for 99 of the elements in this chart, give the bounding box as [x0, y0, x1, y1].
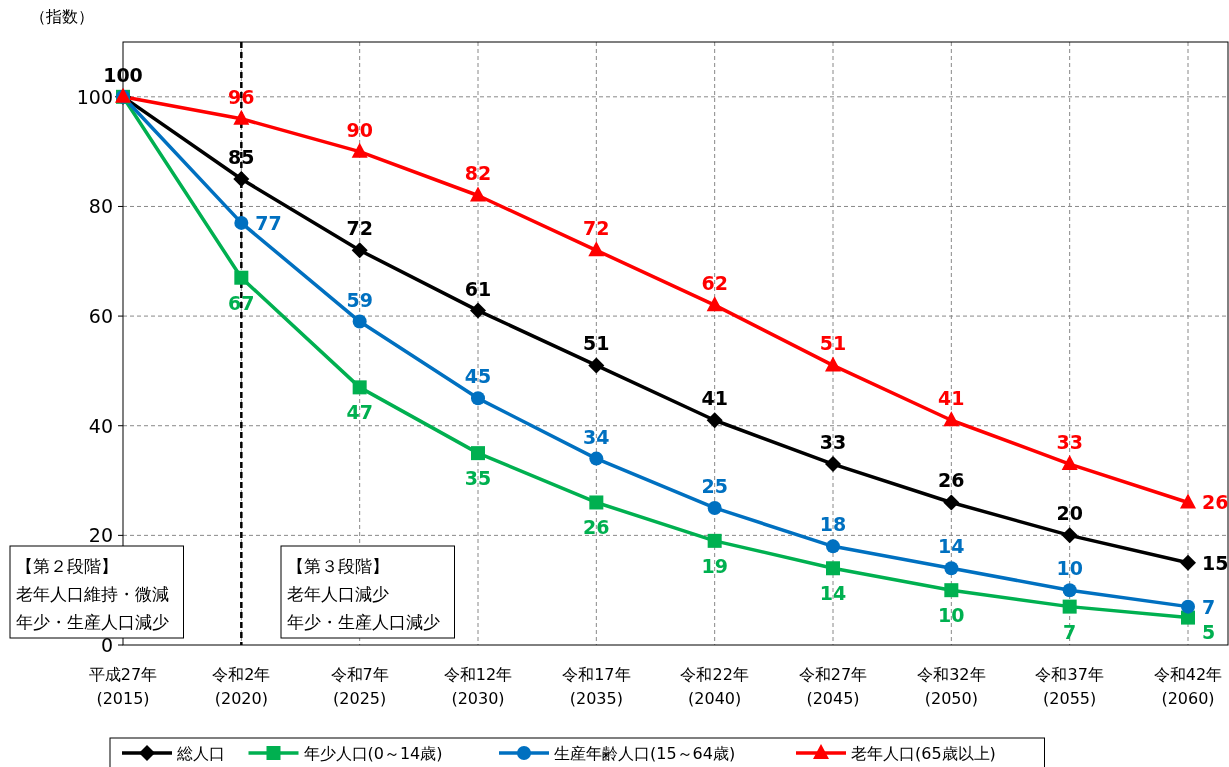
data-label: 18 — [819, 513, 847, 536]
point — [825, 356, 841, 372]
point — [470, 186, 486, 202]
data-label: 72 — [583, 217, 610, 240]
point — [588, 241, 605, 257]
data-label: 72 — [346, 217, 373, 240]
x-tick-label: 令和32年 (2050) — [917, 665, 986, 708]
data-label: 96 — [228, 85, 255, 108]
x-tick-label: 令和7年 (2025) — [330, 665, 389, 708]
legend-label: 生産年齢人口(15～64歳) — [554, 744, 736, 763]
point — [825, 456, 841, 473]
point — [589, 495, 604, 510]
point — [471, 446, 485, 461]
data-label: 62 — [701, 272, 728, 295]
data-label: 5 — [1202, 620, 1216, 643]
data-label: 33 — [819, 431, 847, 454]
data-label: 35 — [464, 467, 492, 490]
y-tick-label: 80 — [88, 195, 113, 218]
data-label: 26 — [938, 469, 965, 492]
data-label: 7 — [1202, 595, 1216, 618]
data-label: 26 — [1202, 491, 1229, 514]
data-label: 14 — [938, 535, 965, 558]
point — [706, 412, 723, 429]
data-label: 19 — [701, 554, 728, 577]
data-label: 15 — [1202, 551, 1229, 574]
point — [944, 561, 959, 576]
point — [589, 451, 604, 466]
point — [352, 380, 367, 395]
legend-label: 老年人口(65歳以上) — [851, 744, 996, 763]
data-label: 41 — [701, 387, 728, 410]
data-label: 25 — [701, 474, 728, 497]
point — [1062, 583, 1077, 598]
point — [352, 314, 367, 329]
annotation: 年少・生産人口減少 — [287, 612, 440, 632]
y-tick-label: 40 — [88, 414, 113, 437]
data-label: 67 — [228, 291, 255, 314]
point — [826, 561, 840, 576]
point — [1062, 599, 1077, 614]
data-label: 41 — [938, 387, 965, 410]
point — [1181, 599, 1195, 614]
point — [706, 296, 723, 312]
point — [233, 109, 250, 125]
data-label: 51 — [819, 332, 847, 355]
point — [943, 411, 960, 427]
data-label: 90 — [346, 118, 373, 141]
data-label: 51 — [583, 332, 610, 355]
data-label: 100 — [103, 63, 143, 86]
point — [944, 583, 959, 598]
data-label: 20 — [1056, 502, 1083, 525]
x-tick-label: 令和37年 (2055) — [1035, 665, 1104, 708]
y-tick-label: 20 — [88, 524, 113, 547]
annotation: 【第３段階】 — [287, 556, 389, 576]
point — [1061, 527, 1078, 544]
point — [234, 215, 249, 230]
data-label: 77 — [255, 211, 282, 234]
x-tick-label: 令和12年 (2030) — [443, 665, 513, 708]
data-label: 14 — [819, 582, 847, 605]
legend-label: 総人口 — [176, 744, 225, 763]
data-label: 10 — [1056, 557, 1083, 580]
annotation: 年少・生産人口減少 — [16, 612, 169, 632]
text: 【第２段階】 — [16, 556, 118, 576]
point — [707, 500, 722, 515]
point — [1180, 493, 1196, 509]
x-tick-label: 令和27年 (2045) — [798, 665, 868, 708]
point — [1061, 455, 1078, 471]
y-axis-title: （指数） — [30, 7, 94, 26]
data-label: 59 — [346, 288, 373, 311]
point — [234, 270, 249, 285]
data-label: 7 — [1063, 620, 1077, 643]
point — [943, 494, 960, 511]
annotation: 老年人口減少 — [287, 584, 389, 604]
y-tick-label: 0 — [100, 634, 113, 656]
x-tick-label: 令和22年 (2040) — [680, 665, 749, 708]
point — [351, 242, 368, 259]
data-label: 26 — [583, 516, 610, 539]
data-label: 82 — [464, 162, 492, 185]
point — [233, 171, 250, 188]
point — [826, 539, 840, 554]
point — [707, 533, 722, 548]
data-label: 85 — [228, 146, 255, 169]
annotation: 老年人口維持・微減 — [16, 584, 169, 604]
point — [1180, 554, 1196, 571]
legend-label: 年少人口(0～14歳) — [303, 744, 443, 763]
point — [588, 357, 605, 374]
data-label: 34 — [583, 425, 610, 448]
point — [471, 391, 485, 406]
data-label: 45 — [464, 365, 492, 388]
x-tick-label: 令和17年 (2035) — [562, 665, 631, 708]
data-label: 10 — [938, 604, 965, 627]
data-label: 33 — [1056, 431, 1083, 454]
y-tick-label: 60 — [88, 305, 113, 328]
data-label: 61 — [464, 277, 492, 300]
data-label: 47 — [346, 401, 373, 424]
y-tick-label: 100 — [76, 85, 113, 108]
x-tick-label: 令和2年 (2020) — [212, 665, 271, 708]
point — [351, 142, 368, 158]
x-tick-label: 令和42年 (2060) — [1153, 665, 1223, 708]
x-tick-label: 平成27年 (2015) — [88, 665, 158, 708]
point — [470, 302, 486, 319]
